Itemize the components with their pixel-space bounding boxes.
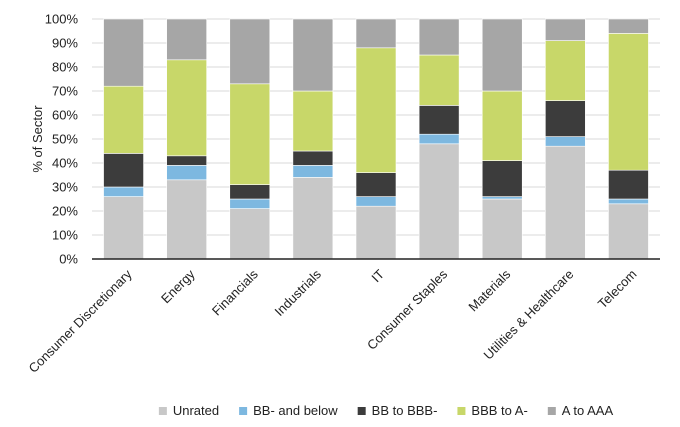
y-axis-title: % of Sector bbox=[30, 105, 45, 173]
y-tick-label: 30% bbox=[52, 180, 78, 195]
legend-item: BB- and below bbox=[239, 403, 338, 418]
legend-swatch bbox=[158, 407, 167, 415]
legend-label: BB to BBB- bbox=[372, 403, 438, 418]
y-tick-label: 90% bbox=[52, 36, 78, 51]
bar-segment bbox=[481, 18, 523, 92]
bar-segment bbox=[545, 136, 586, 147]
legend-swatch bbox=[457, 407, 466, 415]
bar-segment bbox=[608, 33, 649, 171]
legend-label: A to AAA bbox=[562, 403, 614, 418]
legend-item: BBB to A- bbox=[457, 403, 528, 418]
legend-swatch bbox=[239, 407, 248, 415]
y-tick-label: 40% bbox=[52, 156, 78, 171]
bar-segment bbox=[166, 59, 207, 157]
x-tick-label: Materials bbox=[465, 266, 513, 314]
y-tick-label: 70% bbox=[52, 84, 78, 99]
bar-segment bbox=[166, 155, 207, 166]
y-tick-label: 20% bbox=[52, 204, 78, 219]
bar-segment bbox=[418, 133, 460, 145]
bar-segment bbox=[103, 186, 144, 197]
bar-segment bbox=[545, 100, 586, 137]
y-tick-label: 50% bbox=[52, 132, 78, 147]
bar-segment bbox=[292, 150, 334, 166]
legend: Unrated BB- and below BB to BBB- BBB to A- A… bbox=[158, 403, 614, 418]
bar-segment bbox=[166, 179, 207, 260]
bar-segment bbox=[608, 169, 649, 200]
bar-segment bbox=[166, 18, 207, 61]
legend-item: Unrated bbox=[158, 403, 219, 418]
bar-segment bbox=[418, 54, 460, 106]
legend-label: Unrated bbox=[173, 403, 219, 418]
bar-segment bbox=[545, 145, 586, 260]
bar-segment bbox=[481, 198, 523, 260]
bar-segment bbox=[229, 83, 271, 185]
bar-segment bbox=[292, 90, 334, 152]
bar-segment bbox=[229, 18, 271, 85]
bar-segment bbox=[418, 143, 460, 260]
bar-segment bbox=[545, 18, 586, 41]
y-tick-label: 60% bbox=[52, 108, 78, 123]
x-axis-labels: Consumer Discretionary Energy Financials In… bbox=[25, 266, 639, 376]
bar-segment bbox=[481, 160, 523, 197]
bar-segment bbox=[229, 184, 271, 200]
y-tick-label: 0% bbox=[59, 252, 78, 267]
legend-label: BB- and below bbox=[253, 403, 338, 418]
x-tick-label: Financials bbox=[209, 266, 261, 318]
x-tick-label: Consumer Discretionary bbox=[25, 266, 135, 376]
bar-segment bbox=[103, 196, 144, 260]
x-tick-label: Industrials bbox=[272, 266, 325, 319]
bar-segment bbox=[292, 165, 334, 178]
bar-segment bbox=[418, 105, 460, 135]
bar-segment bbox=[229, 208, 271, 260]
y-tick-label: 100% bbox=[45, 12, 79, 27]
legend-item: A to AAA bbox=[547, 403, 614, 418]
bar-segment bbox=[481, 196, 523, 200]
x-tick-label: Energy bbox=[158, 266, 198, 306]
x-tick-label: Telecom bbox=[595, 267, 640, 312]
y-axis-ticks: 0% 10% 20% 30% 40% 50% 60% 70% 80% 90% 100% bbox=[45, 12, 79, 267]
bar-segment bbox=[355, 196, 397, 207]
bar-segment bbox=[608, 203, 649, 260]
bar-segment bbox=[292, 177, 334, 260]
y-tick-label: 10% bbox=[52, 228, 78, 243]
bar-segment bbox=[103, 18, 144, 87]
bar-segment bbox=[292, 18, 334, 92]
bar-segment bbox=[481, 90, 523, 161]
bar-segment bbox=[103, 85, 144, 154]
bars bbox=[103, 18, 649, 260]
bar-segment bbox=[418, 18, 460, 56]
y-tick-label: 80% bbox=[52, 60, 78, 75]
legend-swatch bbox=[547, 407, 556, 415]
bar-segment bbox=[355, 172, 397, 197]
bar-segment bbox=[545, 40, 586, 101]
bar-segment bbox=[608, 18, 649, 34]
bar-segment bbox=[166, 165, 207, 181]
bar-segment bbox=[103, 153, 144, 188]
bar-segment bbox=[229, 198, 271, 209]
bar-segment bbox=[355, 18, 397, 49]
bar-segment bbox=[355, 47, 397, 173]
legend-item: BB to BBB- bbox=[357, 403, 438, 418]
legend-label: BBB to A- bbox=[471, 403, 527, 418]
legend-swatch bbox=[357, 407, 366, 415]
bar-segment bbox=[608, 198, 649, 205]
x-tick-label: IT bbox=[368, 266, 387, 285]
bar-segment bbox=[355, 205, 397, 260]
